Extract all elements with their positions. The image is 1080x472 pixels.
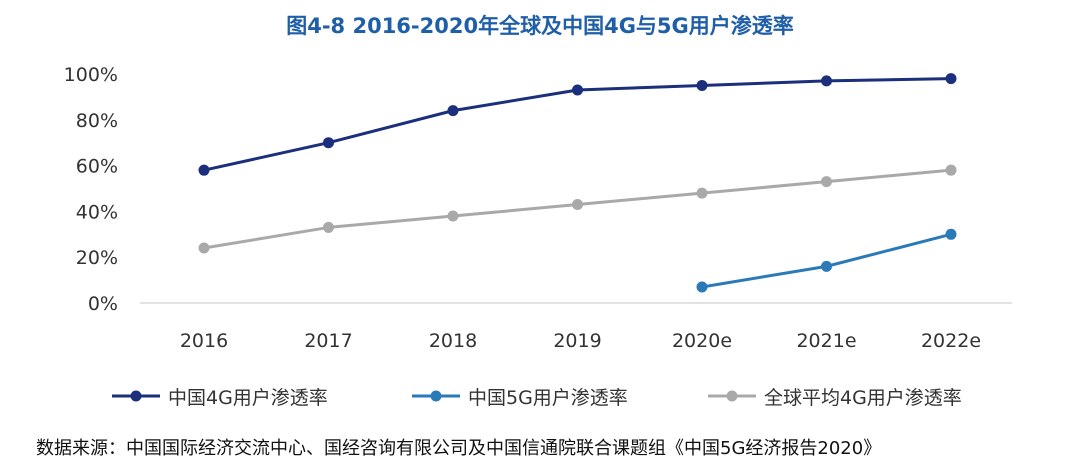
series-line-1	[701, 232, 952, 289]
data-point-series-1	[696, 281, 708, 293]
legend-label-global-4g: 全球平均4G用户渗透率	[764, 386, 962, 409]
data-point-series-1	[945, 228, 957, 240]
legend-item-global-4g: 全球平均4G用户渗透率	[706, 381, 962, 411]
data-point-series-2	[447, 210, 459, 222]
data-point-series-2	[198, 242, 210, 254]
data-point-series-2	[945, 164, 957, 176]
legend-item-cn-5g: 中国5G用户渗透率	[410, 381, 628, 411]
x-tick-label: 2022e	[921, 330, 981, 352]
data-point-series-0	[323, 137, 334, 149]
legend-item-cn-4g: 中国4G用户渗透率	[110, 381, 328, 411]
x-tick-label: 2018	[429, 330, 477, 352]
x-tick-label: 2021e	[796, 330, 856, 352]
line-chart: 0% 20% 40% 60% 80% 100% 2016 2017 2018 2019 2020e 2…	[64, 64, 1012, 352]
data-point-series-0	[821, 75, 832, 87]
y-tick-label: 80%	[76, 110, 118, 132]
chart-title: 图4-8 2016-2020年全球及中国4G与5G用户渗透率	[286, 14, 794, 38]
x-tick-label: 2017	[304, 330, 352, 352]
data-point-series-0	[945, 73, 957, 85]
legend-marker-cn-4g	[112, 390, 160, 402]
legend-marker-global-4g	[708, 390, 756, 402]
y-tick-label: 20%	[76, 247, 118, 269]
y-tick-label: 40%	[76, 201, 118, 223]
data-point-series-2	[821, 176, 832, 188]
x-tick-label: 2020e	[672, 330, 732, 352]
x-tick-label: 2016	[180, 330, 228, 352]
data-point-series-1	[821, 260, 832, 272]
data-point-series-2	[696, 187, 708, 199]
y-tick-label: 0%	[88, 293, 118, 315]
y-tick-label: 60%	[76, 156, 118, 178]
data-point-series-2	[323, 221, 334, 233]
x-tick-label: 2019	[553, 330, 601, 352]
legend-label-cn-4g: 中国4G用户渗透率	[168, 386, 328, 409]
data-point-series-0	[696, 79, 708, 91]
source-note: 数据来源：中国国际经济交流中心、国经咨询有限公司及中国信通院联合课题组《中国5G…	[36, 438, 882, 459]
legend: 中国4G用户渗透率 中国5G用户渗透率 全球平均4G用户渗透率	[110, 381, 1010, 411]
legend-label-cn-5g: 中国5G用户渗透率	[468, 386, 628, 409]
data-point-series-0	[572, 84, 583, 96]
data-point-series-2	[572, 199, 583, 211]
legend-marker-cn-5g	[412, 390, 460, 402]
data-point-series-0	[198, 164, 210, 176]
y-tick-label: 100%	[64, 64, 118, 86]
data-point-series-0	[447, 105, 459, 117]
